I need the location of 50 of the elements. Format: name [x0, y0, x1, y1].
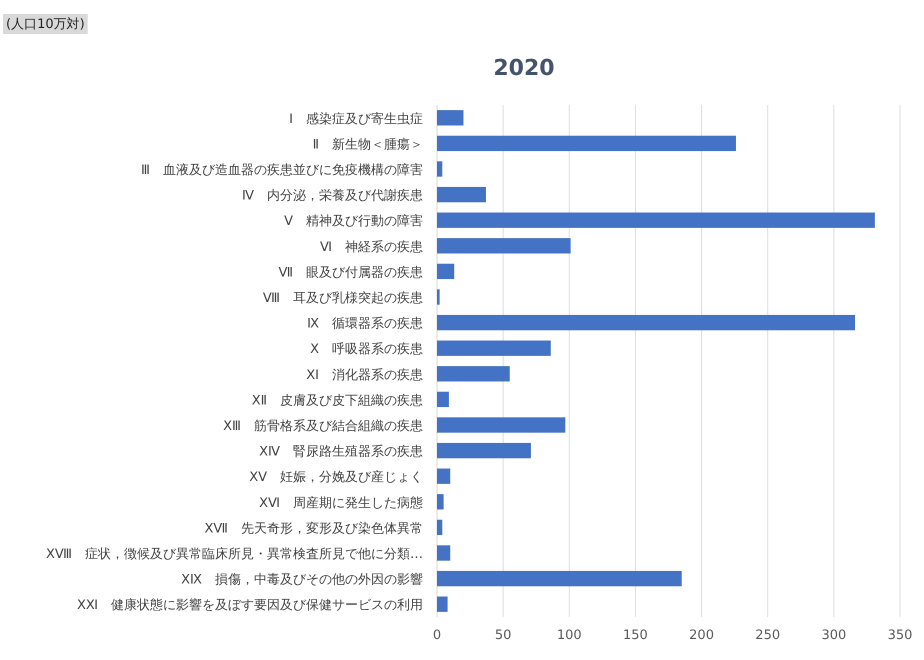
y-tick-label: ⅩⅨ 損傷，中毒及びその他の外因の影響 — [181, 572, 423, 588]
bar — [437, 468, 450, 484]
y-tick-label: Ⅰ 感染症及び寄生虫症 — [289, 110, 423, 127]
y-tick-label: Ⅲ 血液及び造血器の疾患並びに免疫機構の障害 — [141, 162, 423, 178]
bar — [437, 442, 531, 458]
bar — [437, 289, 440, 305]
text: (人口10万対) — [6, 16, 85, 32]
y-tick-label: ⅩⅧ 症状，徴候及び異常臨床所見・異常検査所見で他に分類… — [46, 547, 423, 562]
x-tick-label: 50 — [494, 628, 512, 643]
bar — [437, 570, 682, 586]
y-tick-label: ⅩⅣ 腎尿路生殖器系の疾患 — [259, 444, 423, 460]
y-tick-label: Ⅵ 神経系の疾患 — [320, 240, 423, 255]
y-tick-label: ⅩⅥ 周産期に発生した病態 — [259, 494, 423, 511]
y-tick-label: Ⅹ 呼吸器系の疾患 — [310, 342, 423, 358]
bar — [437, 110, 464, 126]
y-tick-label: Ⅶ 眼及び付属器の疾患 — [278, 265, 423, 280]
y-tick-label: Ⅱ 新生物＜腫瘍＞ — [312, 137, 423, 152]
y-tick-label: ⅩⅡ 皮膚及び皮下組織の疾患 — [252, 393, 423, 408]
bar — [437, 161, 442, 177]
x-tick-label: 0 — [432, 628, 442, 643]
y-tick-label: Ⅴ 精神及び行動の障害 — [284, 213, 423, 230]
bar — [437, 520, 442, 536]
bar — [437, 366, 510, 382]
bar — [437, 136, 736, 152]
bar — [437, 494, 444, 510]
bar — [437, 238, 571, 254]
x-tick-label: 200 — [689, 628, 714, 643]
bar — [437, 264, 454, 280]
bar — [437, 545, 450, 561]
y-tick-label: Ⅳ 内分泌，栄養及び代謝疾患 — [242, 188, 423, 204]
bar — [437, 417, 566, 433]
y-tick-label: ⅩⅦ 先天奇形，変形及び染色体異常 — [204, 520, 423, 536]
y-tick-label: ⅩⅪ 健康状態に影響を及ぼす要因及び保健サービスの利用 — [76, 598, 423, 614]
y-tick-label: ⅩⅠ 消化器系の疾患 — [306, 368, 423, 383]
x-tick-label: 300 — [821, 628, 846, 643]
bar — [437, 314, 856, 330]
bar — [437, 340, 551, 356]
bar — [437, 212, 875, 228]
bar — [437, 596, 448, 612]
y-tick-label: Ⅸ 循環器系の疾患 — [307, 316, 423, 332]
bar — [437, 186, 486, 202]
y-tick-label: ⅩⅤ 妊娠，分娩及び産じょく — [249, 469, 423, 486]
x-tick-label: 100 — [556, 628, 582, 643]
x-tick-label: 250 — [755, 628, 780, 643]
bar — [437, 392, 449, 408]
x-tick-label: 150 — [623, 628, 648, 643]
y-tick-label: Ⅷ 耳及び乳様突起の疾患 — [262, 291, 423, 306]
chart-title: 2020 — [493, 56, 555, 81]
x-tick-label: 350 — [888, 628, 912, 643]
y-tick-label: ⅩⅢ 筋骨格系及び結合組織の疾患 — [223, 419, 423, 434]
